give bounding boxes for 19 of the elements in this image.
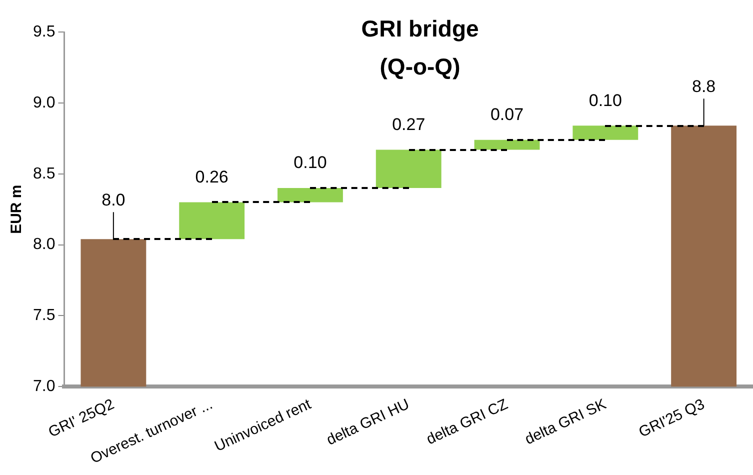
y-tick-label: 8.5 xyxy=(32,165,56,182)
data-label: 0.27 xyxy=(392,114,426,134)
y-tick-label: 9.0 xyxy=(32,94,56,112)
data-label: 8.0 xyxy=(102,190,126,210)
data-label: 8.8 xyxy=(692,76,716,96)
data-label: 0.10 xyxy=(588,90,622,110)
x-tick-label: delta GRI CZ xyxy=(424,396,510,448)
x-tick-label: GRI' 25Q2 xyxy=(46,396,117,441)
x-tick-label: delta GRI SK xyxy=(522,396,609,448)
y-tick-label: 7.5 xyxy=(32,307,56,324)
y-tick-label: 7.0 xyxy=(32,378,56,396)
data-label: 0.10 xyxy=(294,153,327,172)
y-tick-label: 9.5 xyxy=(32,23,56,40)
y-axis-title: EUR m xyxy=(8,184,26,234)
x-tick-label: delta GRI HU xyxy=(324,396,412,449)
chart-title: GRI bridge (Q-o-Q) xyxy=(361,15,479,80)
y-tick-label: 8.0 xyxy=(32,236,56,254)
data-label: 0.07 xyxy=(490,105,524,124)
data-label: 0.26 xyxy=(195,167,228,186)
